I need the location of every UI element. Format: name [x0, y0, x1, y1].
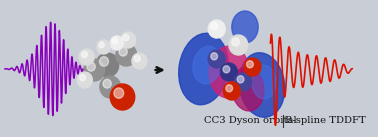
Circle shape [237, 76, 244, 83]
Text: B-spline TDDFT: B-spline TDDFT [285, 116, 365, 125]
Circle shape [121, 32, 136, 48]
Circle shape [119, 47, 127, 56]
Ellipse shape [239, 53, 285, 117]
Circle shape [211, 23, 218, 30]
Circle shape [96, 53, 119, 77]
Circle shape [114, 88, 124, 98]
Circle shape [87, 62, 95, 71]
Circle shape [99, 42, 104, 48]
Circle shape [110, 36, 124, 50]
Circle shape [220, 63, 237, 81]
Circle shape [229, 35, 248, 55]
Circle shape [244, 58, 261, 76]
Circle shape [208, 50, 225, 68]
Circle shape [223, 82, 240, 100]
Ellipse shape [251, 65, 276, 99]
Circle shape [232, 38, 239, 46]
Circle shape [123, 34, 129, 41]
Circle shape [211, 53, 218, 60]
Circle shape [208, 20, 225, 38]
Circle shape [79, 49, 94, 65]
Circle shape [110, 84, 135, 110]
Ellipse shape [209, 46, 249, 98]
Circle shape [132, 53, 147, 69]
Circle shape [99, 57, 108, 66]
Circle shape [116, 44, 136, 66]
Text: CC3 Dyson orbital: CC3 Dyson orbital [203, 116, 296, 125]
Circle shape [97, 40, 110, 54]
Circle shape [77, 72, 92, 88]
Circle shape [246, 61, 253, 68]
Circle shape [112, 38, 118, 44]
Circle shape [103, 79, 111, 88]
Circle shape [100, 76, 121, 98]
Circle shape [226, 85, 232, 92]
Circle shape [84, 59, 105, 81]
Circle shape [235, 73, 252, 91]
Circle shape [81, 51, 87, 58]
Ellipse shape [232, 11, 258, 43]
Circle shape [134, 55, 140, 62]
Ellipse shape [232, 67, 264, 111]
Circle shape [79, 74, 85, 81]
Circle shape [223, 66, 230, 73]
Ellipse shape [193, 46, 222, 84]
Ellipse shape [179, 33, 228, 105]
